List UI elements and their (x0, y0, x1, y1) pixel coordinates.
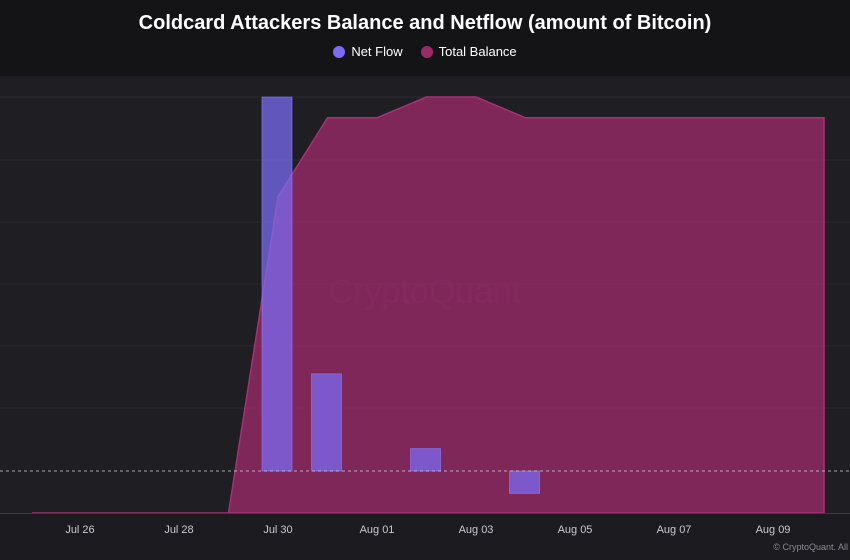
net-flow-bar-2024-07-30 (261, 96, 293, 472)
x-tick-label-0: Jul 26 (65, 524, 94, 536)
chart-title: Coldcard Attackers Balance and Netflow (… (138, 12, 712, 34)
legend-label-net-flow: Net Flow (351, 44, 403, 59)
legend-item-net-flow[interactable]: Net Flow (333, 44, 403, 59)
x-tick-label-4: Aug 03 (459, 524, 494, 536)
net-flow-swatch (333, 45, 346, 58)
chart-header: Coldcard Attackers Balance and Netflow (… (0, 0, 850, 76)
x-tick-label-6: Aug 07 (657, 524, 692, 536)
legend-label-total-balance: Total Balance (438, 44, 517, 59)
chart-legend: Net Flow Total Balance (0, 44, 850, 59)
total-balance-swatch (420, 45, 433, 58)
legend-item-total-balance[interactable]: Total Balance (420, 44, 517, 59)
x-tick-label-5: Aug 05 (558, 524, 593, 536)
net-flow-bar-2024-08-02 (410, 448, 441, 472)
x-tick-label-2: Jul 30 (263, 524, 292, 536)
x-tick-label-3: Aug 01 (360, 524, 395, 536)
x-tick-label-7: Aug 09 (756, 524, 791, 536)
x-tick-label-1: Jul 28 (164, 524, 193, 536)
net-flow-bar-2024-08-04 (509, 470, 540, 494)
net-flow-bar-2024-07-31 (311, 373, 342, 472)
copyright-footer: © CryptoQuant. All (773, 542, 848, 552)
